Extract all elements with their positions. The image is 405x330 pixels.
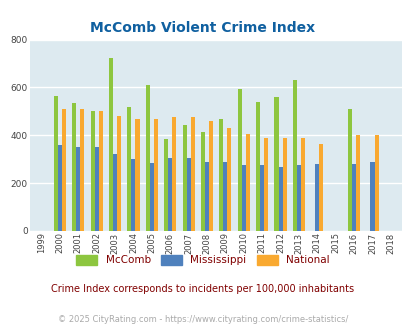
Bar [355,135,359,231]
Bar [200,132,205,231]
Bar [72,103,76,231]
Bar [282,138,286,231]
Bar [278,167,282,231]
Bar [172,117,176,231]
Bar [241,165,245,231]
Bar [190,117,194,231]
Bar [54,96,58,231]
Bar [219,118,223,231]
Bar [109,57,113,231]
Text: © 2025 CityRating.com - https://www.cityrating.com/crime-statistics/: © 2025 CityRating.com - https://www.city… [58,315,347,324]
Bar [58,145,62,231]
Bar [205,162,209,231]
Text: McComb Violent Crime Index: McComb Violent Crime Index [90,21,315,35]
Bar [374,135,377,231]
Bar [223,162,227,231]
Text: Crime Index corresponds to incidents per 100,000 inhabitants: Crime Index corresponds to incidents per… [51,284,354,294]
Bar [145,85,149,231]
Bar [209,121,213,231]
Bar [274,97,278,231]
Bar [80,109,84,231]
Bar [182,124,186,231]
Bar [260,165,264,231]
Bar [315,164,319,231]
Bar [117,116,121,231]
Bar [149,163,153,231]
Bar [127,107,131,231]
Bar [90,112,94,231]
Bar [62,109,66,231]
Bar [351,164,355,231]
Bar [300,138,304,231]
Bar [168,158,172,231]
Bar [94,147,98,231]
Bar [296,165,300,231]
Bar [292,80,296,231]
Bar [319,144,323,231]
Legend: McComb, Mississippi, National: McComb, Mississippi, National [72,251,333,270]
Bar [370,162,374,231]
Bar [76,147,80,231]
Bar [98,112,102,231]
Bar [237,89,241,231]
Bar [131,159,135,231]
Bar [264,138,268,231]
Bar [245,134,249,231]
Bar [227,128,231,231]
Bar [164,139,168,231]
Bar [113,154,117,231]
Bar [347,109,351,231]
Bar [135,118,139,231]
Bar [153,118,158,231]
Bar [256,102,260,231]
Bar [186,158,190,231]
